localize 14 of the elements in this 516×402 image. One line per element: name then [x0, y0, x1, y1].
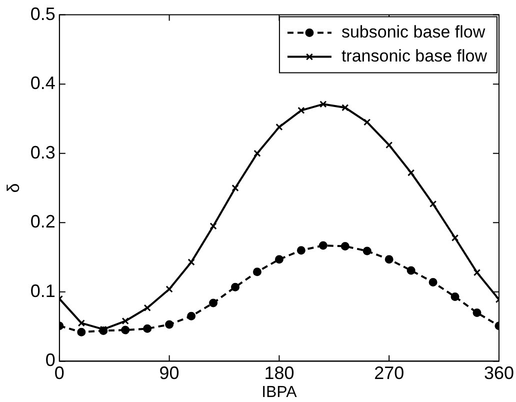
- y-tick-label: 0.2: [30, 212, 56, 232]
- x-tick-label: 90: [159, 362, 180, 383]
- x-tick-label: 360: [484, 362, 514, 383]
- x-tick-label: 180: [264, 362, 294, 383]
- y-tick-label: 0.1: [30, 280, 56, 301]
- y-tick-label: 0.5: [30, 4, 56, 24]
- x-axis-title: IBPA: [262, 384, 298, 401]
- y-axis-title: δ: [4, 183, 23, 193]
- legend-label: subsonic base flow: [341, 22, 486, 42]
- x-tick-label: 270: [374, 362, 404, 383]
- legend-label: transonic base flow: [341, 46, 488, 66]
- y-tick-label: 0: [45, 350, 56, 370]
- y-tick-label: 0.3: [30, 142, 56, 162]
- y-tick-label: 0.4: [30, 73, 56, 94]
